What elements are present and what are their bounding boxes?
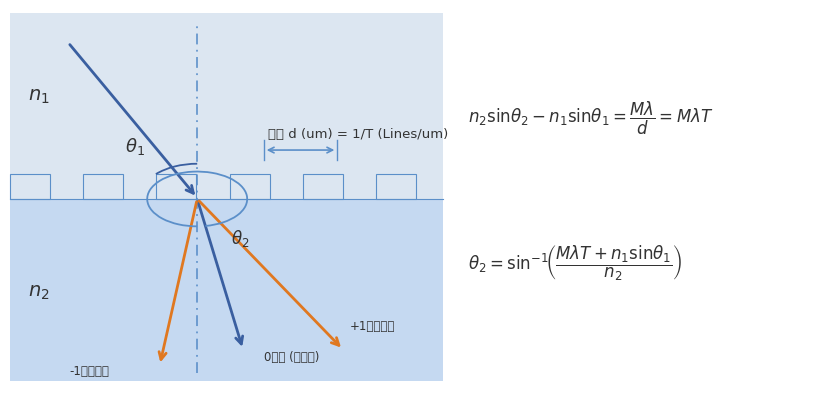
Bar — [376, 173, 416, 199]
Text: 0次光 (直接光): 0次光 (直接光) — [264, 351, 319, 364]
Bar — [230, 173, 270, 199]
Text: $\theta_2 = \mathrm{sin}^{-1}\!\left(\dfrac{M\lambda T + n_1\mathrm{sin}\theta_1: $\theta_2 = \mathrm{sin}^{-1}\!\left(\df… — [468, 244, 682, 283]
Text: $n_2$: $n_2$ — [28, 283, 49, 302]
Text: $n_2\mathrm{sin}\theta_2 - n_1\mathrm{sin}\theta_1 = \dfrac{M\lambda}{d} = M\lam: $n_2\mathrm{sin}\theta_2 - n_1\mathrm{si… — [468, 100, 714, 138]
Text: -1次回折光: -1次回折光 — [69, 365, 109, 378]
Bar — [10, 13, 443, 199]
Bar — [156, 173, 196, 199]
Bar — [10, 199, 443, 381]
Bar — [10, 173, 49, 199]
Text: 周期 d (um) = 1/T (Lines/um): 周期 d (um) = 1/T (Lines/um) — [268, 128, 448, 141]
Text: $n_1$: $n_1$ — [28, 87, 50, 106]
Text: $\theta_2$: $\theta_2$ — [231, 228, 249, 249]
Text: +1次回折光: +1次回折光 — [349, 320, 395, 333]
Bar — [83, 173, 123, 199]
Text: $\theta_1$: $\theta_1$ — [125, 136, 145, 157]
Bar — [303, 173, 343, 199]
